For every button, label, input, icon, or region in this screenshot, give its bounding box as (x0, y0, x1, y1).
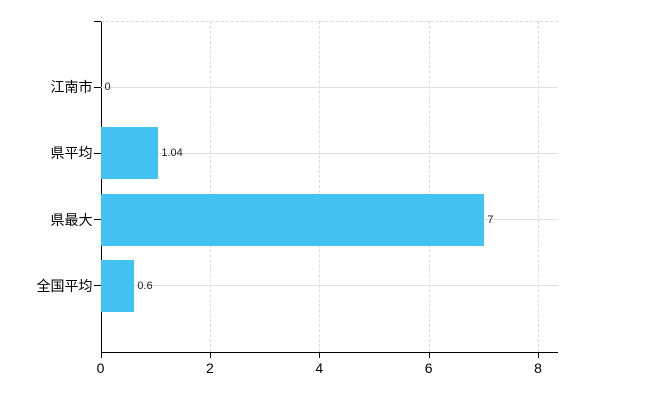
x-axis (100, 352, 558, 353)
bar-value-label: 0 (104, 81, 111, 94)
vertical-gridline (209, 21, 211, 352)
category-label: 全国平均 (36, 277, 93, 294)
x-axis-tick-label: 8 (534, 360, 542, 376)
x-axis-tick (319, 353, 321, 358)
x-axis-tick (100, 353, 102, 358)
horizontal-gridline (100, 285, 558, 287)
vertical-gridline (319, 21, 321, 352)
bar (101, 259, 134, 312)
y-axis-top-tick (93, 21, 101, 22)
horizontal-gridline (100, 86, 558, 88)
y-axis (100, 21, 102, 352)
x-axis-tick (428, 353, 430, 358)
y-axis-tick (93, 86, 101, 88)
y-axis-tick (93, 219, 101, 221)
category-label: 江南市 (50, 79, 93, 96)
category-label: 県平均 (50, 145, 93, 162)
x-axis-tick (209, 353, 211, 358)
x-axis-tick-label: 4 (315, 360, 324, 376)
y-axis-tick (93, 285, 101, 287)
bar-value-label: 0.6 (137, 279, 153, 292)
vertical-gridline (538, 21, 539, 352)
horizontal-gridline (100, 152, 558, 154)
bar (101, 127, 158, 180)
plot-top-border (100, 21, 558, 22)
x-axis-tick-label: 2 (205, 360, 214, 376)
vertical-gridline (428, 21, 430, 352)
bar (101, 193, 484, 246)
x-axis-tick (538, 353, 539, 358)
x-axis-tick-label: 6 (424, 360, 433, 376)
y-axis-tick (93, 152, 101, 154)
bar-value-label: 1.04 (161, 147, 183, 160)
category-label: 県最大 (50, 211, 93, 228)
x-axis-tick-label: 0 (96, 360, 105, 376)
bar-value-label: 7 (487, 213, 494, 226)
